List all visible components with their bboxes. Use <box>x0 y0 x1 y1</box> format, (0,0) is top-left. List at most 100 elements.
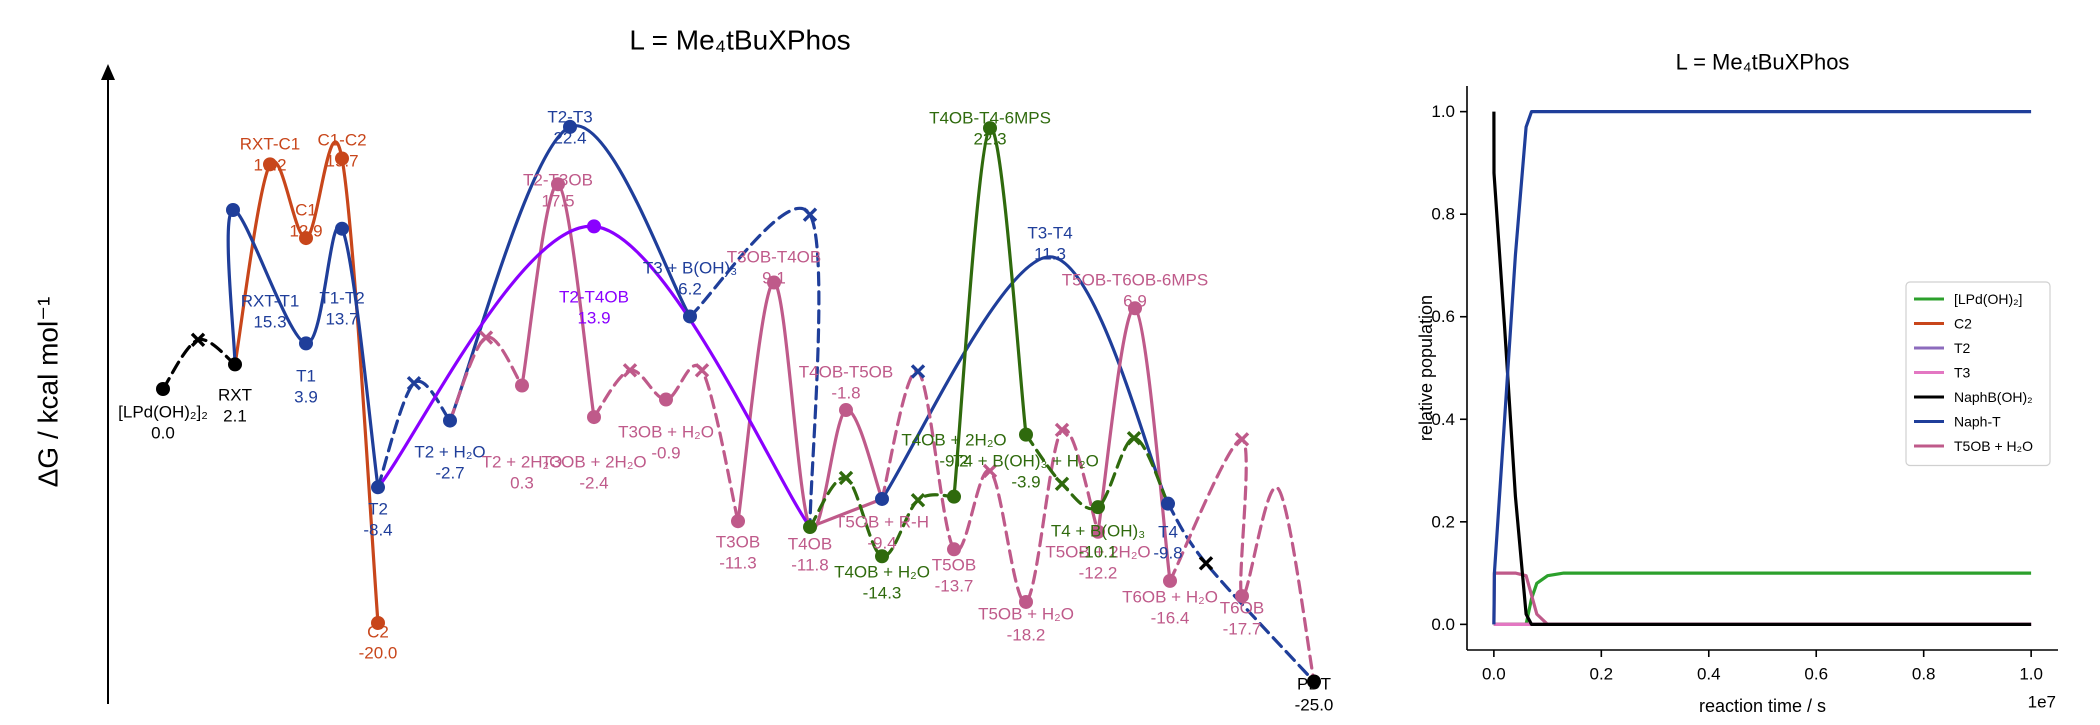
state-label-t3-b-oh-3-name: T3 + B(OH)₃ <box>643 259 737 278</box>
y-axis-arrowhead <box>101 64 115 80</box>
state-marker-t5rh <box>875 491 889 506</box>
intermediate-cross-xk <box>1054 422 1070 438</box>
path-t4-end <box>1166 502 1316 684</box>
path-c-route <box>233 140 380 625</box>
intermediate-cross-xi <box>910 492 926 508</box>
state-marker-t56 <box>1128 301 1142 316</box>
state-label-t4-name: T4 <box>1158 523 1178 542</box>
legend-label-t3: T3 <box>1954 365 1971 381</box>
y-tick-label-4: 0.8 <box>1431 205 1455 224</box>
state-label-t1-name: T1 <box>296 367 316 386</box>
energy-profile-chart: L = Me₄tBuXPhos ΔG / kcal mol⁻¹ [LPd(OH)₂]… <box>33 25 1334 715</box>
state-label-t5ob-r-h-name: T5OB + R-H <box>835 513 929 532</box>
state-marker-t22w <box>515 378 529 393</box>
state-label-t3ob-name: T3OB <box>716 533 760 552</box>
intermediate-cross-xq <box>1198 556 1214 571</box>
state-label-t4ob-h2o-value: -14.3 <box>863 584 902 603</box>
intermediate-cross-xo <box>1234 432 1250 447</box>
state-label-t2-h2o-name: T2 + H₂O <box>414 443 485 462</box>
right-chart-title: L = Me₄tBuXPhos <box>1676 50 1850 75</box>
left-chart-title: L = Me₄tBuXPhos <box>629 25 850 56</box>
legend-label-lpd-oh-2: [LPd(OH)₂] <box>1954 291 2022 307</box>
state-marker-t4 <box>1161 496 1175 511</box>
state-label-t4-b-oh-3-name: T4 + B(OH)₃ <box>1051 522 1145 541</box>
state-label-rxt-t1-value: 15.3 <box>253 313 286 332</box>
state-label-t2-t3ob-value: 17.5 <box>541 192 574 211</box>
state-label-t1-value: 3.9 <box>294 388 318 407</box>
state-label-t5ob-value: -13.7 <box>935 577 974 596</box>
state-marker-t3ob <box>731 514 745 529</box>
state-label-t4-value: -9.8 <box>1153 544 1182 563</box>
path-t2-water <box>376 379 452 489</box>
state-label-c2-value: -20.0 <box>359 644 398 663</box>
state-label-t6ob-value: -17.7 <box>1223 620 1262 639</box>
intermediate-cross-xj <box>982 463 998 479</box>
legend-box <box>1905 281 2051 467</box>
state-marker-t3t4ob <box>767 275 781 290</box>
state-marker-pdt <box>1307 674 1321 689</box>
state-label-t5ob-h2o-name: T5OB + H₂O <box>978 605 1074 624</box>
kinetics-chart: L = Me₄tBuXPhos 0.0 0.2 0.4 0.6 0.8 1.0 0.0 0.2 0… <box>1416 50 2058 716</box>
y-tick-label-0: 0.0 <box>1431 615 1455 634</box>
y-tick-label-1: 0.2 <box>1431 512 1455 531</box>
intermediate-cross-xa <box>190 332 206 348</box>
y-tick-label-5: 1.0 <box>1431 102 1455 121</box>
state-label-t4-b-oh-3-h2o-value: -3.9 <box>1011 473 1040 492</box>
state-label-t5ob-h2o-value: -18.2 <box>1007 626 1046 645</box>
state-label-rxt-t1-name: RXT-T1 <box>241 292 300 311</box>
state-label-t4ob-t5ob-name: T4OB-T5OB <box>799 363 893 382</box>
state-marker-t4t46 <box>983 121 997 136</box>
legend-label-t5ob-h2o: T5OB + H₂O <box>1954 438 2033 454</box>
state-label-t4ob-name: T4OB <box>788 535 832 554</box>
state-label-t3ob-2h2o-value: -2.4 <box>579 474 608 493</box>
right-x-axis-label: reaction time / s <box>1699 696 1826 716</box>
y-tick-label-2: 0.4 <box>1431 410 1455 429</box>
state-label-lpd-oh-2-2-name: [LPd(OH)₂]₂ <box>118 403 208 422</box>
state-label-t4ob-2h2o-name: T4OB + 2H₂O <box>901 431 1006 450</box>
state-label-t4ob-h2o-name: T4OB + H₂O <box>834 563 930 582</box>
x-tick-label-3: 0.6 <box>1804 665 1828 684</box>
state-label-t3-b-oh-3-value: 6.2 <box>678 280 702 299</box>
state-label-c1-value: 12.9 <box>289 222 322 241</box>
state-marker-t2t3ob <box>551 177 565 192</box>
series-line-t5ob-h2o <box>1492 571 2032 626</box>
state-label-t2-t4ob-value: 13.9 <box>577 309 610 328</box>
path-pink-dash-2 <box>592 363 740 523</box>
legend-label-t2: T2 <box>1954 340 1971 356</box>
intermediate-cross-xc <box>478 330 494 345</box>
state-marker-t3obw <box>659 392 673 407</box>
state-marker-c1c2 <box>335 151 349 166</box>
state-marker-t4ob <box>803 520 817 535</box>
state-marker-t6ob <box>1235 589 1249 604</box>
x-tick-label-0: 0.0 <box>1482 665 1506 684</box>
state-marker-t1 <box>299 336 313 351</box>
state-label-t6ob-h2o-value: -16.4 <box>1151 609 1190 628</box>
state-marker-t42w <box>947 489 961 504</box>
state-label-t6ob-h2o-name: T6OB + H₂O <box>1122 588 1218 607</box>
intermediate-cross-xl <box>1054 476 1070 491</box>
state-marker-t4b <box>1091 500 1105 515</box>
series-line-naph-t <box>1492 110 2032 625</box>
x-tick-label-4: 0.8 <box>1912 665 1936 684</box>
state-marker-t4bw <box>1019 427 1033 442</box>
state-marker-rc1 <box>263 157 277 172</box>
state-label-t4ob-t4-6mps-name: T4OB-T4-6MPS <box>929 109 1051 128</box>
series-line-lpd-oh-2 <box>1493 571 2032 626</box>
state-label-t1-t2-name: T1-T2 <box>319 289 364 308</box>
state-label-rxt-value: 2.1 <box>223 407 247 426</box>
state-label-t2-h2o-value: -2.7 <box>435 464 464 483</box>
state-label-t2-2h2o-value: 0.3 <box>510 474 534 493</box>
x-tick-label-5: 1.0 <box>2019 665 2043 684</box>
state-label-lpd-oh-2-2-value: 0.0 <box>151 424 175 443</box>
state-label-t5ob-name: T5OB <box>932 556 976 575</box>
state-label-pdt-value: -25.0 <box>1295 696 1334 715</box>
state-label-c2-name: C2 <box>367 623 389 642</box>
state-label-t6ob-name: T6OB <box>1220 599 1264 618</box>
legend-label-naphb-oh-2: NaphB(OH)₂ <box>1954 389 2033 405</box>
state-label-pdt-name: PDT <box>1297 675 1331 694</box>
intermediate-cross-xf <box>802 207 818 222</box>
state-label-t2-value: -8.4 <box>363 521 392 540</box>
state-label-t2-name: T2 <box>368 500 388 519</box>
state-label-rxt-c1-name: RXT-C1 <box>240 135 300 154</box>
